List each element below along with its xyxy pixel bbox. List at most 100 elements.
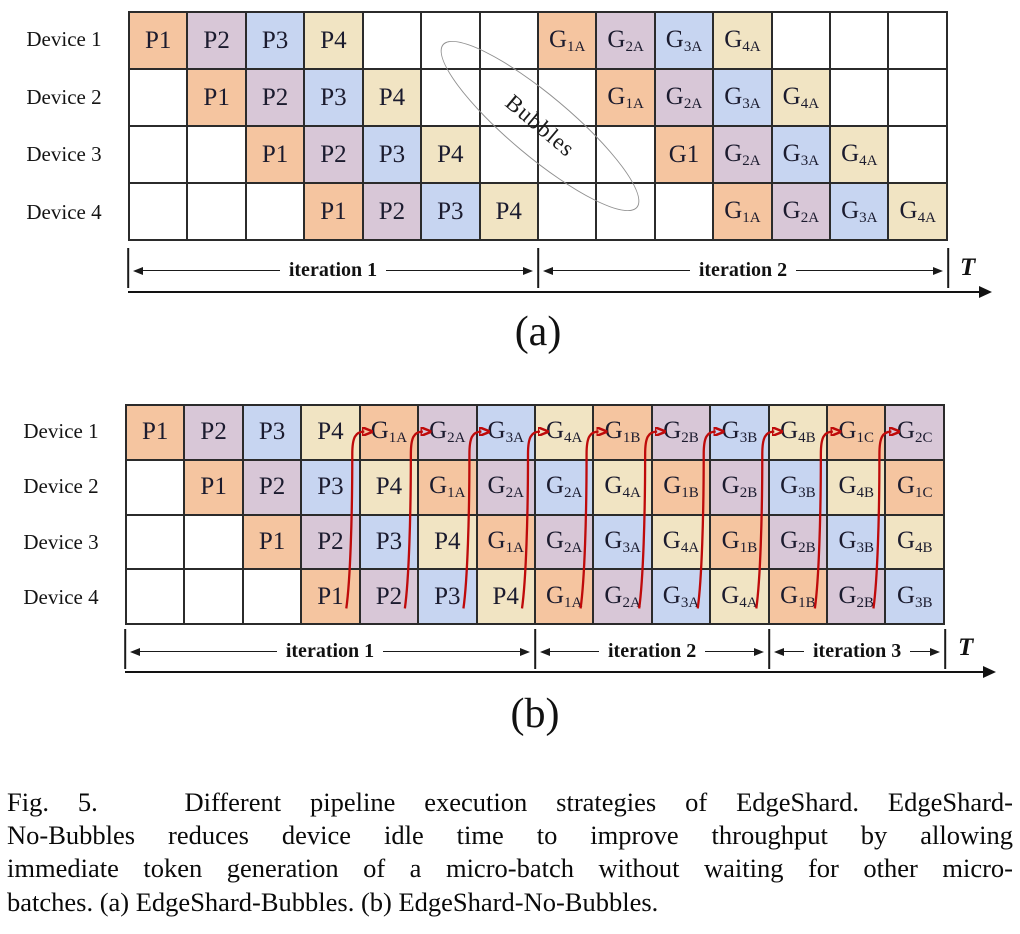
empty-cell bbox=[770, 11, 832, 70]
empty-cell bbox=[127, 125, 189, 184]
empty-cell bbox=[887, 68, 948, 127]
caption-line: immediate token generation of a micro-ba… bbox=[7, 853, 1013, 884]
task-cell: P1 bbox=[300, 568, 361, 625]
task-cell: G2A bbox=[475, 458, 536, 516]
iteration-label: iteration 2 bbox=[698, 259, 788, 281]
task-cell: G1B bbox=[592, 404, 653, 461]
span-line bbox=[140, 650, 277, 653]
task-cell: P4 bbox=[303, 11, 364, 70]
schedule-table: P1 P2 P3 P4 G1A G2A G3A G4A G1B G2B G3B G4B G1C G2C P1… bbox=[124, 404, 945, 625]
task-cell: G1B bbox=[709, 513, 770, 571]
time-axis-line bbox=[125, 671, 987, 674]
task-cell: P3 bbox=[358, 513, 420, 571]
caption-line: Fig. 5. Different pipeline execution str… bbox=[7, 787, 1013, 817]
device-label: Device 3 bbox=[23, 529, 99, 554]
task-cell: P2 bbox=[244, 68, 306, 127]
arrowhead-left-icon bbox=[774, 647, 785, 656]
empty-cell bbox=[124, 513, 186, 571]
task-cell: P3 bbox=[300, 458, 361, 516]
task-cell: P1 bbox=[241, 513, 303, 571]
task-cell: G2B bbox=[709, 458, 770, 516]
task-cell: P3 bbox=[417, 568, 478, 625]
arrowhead-left-icon bbox=[133, 266, 143, 275]
empty-cell bbox=[127, 182, 189, 241]
iteration-span: iteration 2 bbox=[538, 259, 948, 282]
task-cell: G1A bbox=[417, 458, 478, 516]
task-cell: G3B bbox=[826, 513, 887, 571]
pipeline-grid-b: P1 P2 P3 P4 G1A G2A G3A G4A G1B G2B G3B G4B G1C G2C P1… bbox=[124, 404, 945, 625]
task-cell: G1B bbox=[650, 458, 712, 516]
iteration-boundary-tick bbox=[944, 629, 946, 669]
device-label: Device 1 bbox=[23, 419, 99, 444]
span-line bbox=[550, 650, 599, 653]
task-cell: G2A bbox=[592, 568, 653, 625]
task-cell: G3A bbox=[829, 182, 890, 241]
task-cell: P2 bbox=[361, 182, 423, 241]
task-cell: G3B bbox=[709, 404, 770, 461]
task-cell: G4A bbox=[709, 568, 770, 625]
arrowhead-right-icon bbox=[930, 647, 940, 656]
device-label: Device 2 bbox=[26, 84, 102, 109]
task-cell: G4A bbox=[770, 68, 832, 127]
task-cell: G2C bbox=[884, 404, 945, 461]
empty-cell bbox=[887, 125, 948, 184]
task-cell: G4A bbox=[650, 513, 712, 571]
task-cell: P2 bbox=[183, 404, 244, 461]
arrowhead-right-icon bbox=[523, 266, 533, 275]
empty-cell bbox=[127, 68, 189, 127]
task-cell: P1 bbox=[186, 68, 247, 127]
schedule-table: P1 P2 P3 P4 G1A G2A G3A G4A P1 P2 P3 P4 G1A G2A G3A G4A… bbox=[127, 11, 948, 241]
task-cell: P4 bbox=[478, 182, 539, 241]
task-cell: P3 bbox=[361, 125, 423, 184]
task-cell: P3 bbox=[420, 182, 481, 241]
task-cell: P1 bbox=[124, 404, 186, 461]
iteration-span: iteration 1 bbox=[125, 640, 535, 663]
task-cell: P4 bbox=[417, 513, 478, 571]
task-cell: G3A bbox=[592, 513, 653, 571]
task-cell: G4A bbox=[887, 182, 948, 241]
device-labels-a: Device 1 Device 2 Device 3 Device 4 bbox=[8, 11, 120, 241]
iteration-span: iteration 3 bbox=[769, 640, 945, 663]
span-line bbox=[796, 269, 933, 272]
task-cell: G2B bbox=[650, 404, 712, 461]
iteration-label: iteration 1 bbox=[288, 259, 378, 281]
task-cell: G2A bbox=[417, 404, 478, 461]
span-line bbox=[705, 650, 755, 653]
empty-cell bbox=[186, 182, 247, 241]
empty-cell bbox=[124, 568, 186, 625]
task-cell: P4 bbox=[475, 568, 536, 625]
pipeline-grid-a: P1 P2 P3 P4 G1A G2A G3A G4A P1 P2 P3 P4 G1A G2A G3A G4A… bbox=[127, 11, 948, 241]
task-cell: G1A bbox=[475, 513, 536, 571]
iteration-boundary-tick bbox=[537, 248, 539, 288]
task-cell: P4 bbox=[300, 404, 361, 461]
task-cell: G2A bbox=[770, 182, 832, 241]
task-cell: G4B bbox=[884, 513, 945, 571]
task-cell: G1A bbox=[536, 11, 598, 70]
task-cell: G4A bbox=[712, 11, 773, 70]
panel-label-a: (a) bbox=[514, 309, 562, 355]
empty-cell bbox=[420, 11, 481, 70]
task-cell: P2 bbox=[303, 125, 364, 184]
device-label: Device 4 bbox=[23, 584, 99, 609]
task-cell: G2A bbox=[533, 458, 595, 516]
empty-cell bbox=[420, 68, 481, 127]
empty-cell bbox=[478, 68, 539, 127]
empty-cell bbox=[478, 125, 539, 184]
task-cell: P2 bbox=[358, 568, 420, 625]
empty-cell bbox=[829, 68, 890, 127]
arrowhead-right-icon bbox=[933, 266, 943, 275]
empty-cell bbox=[186, 125, 247, 184]
span-line bbox=[553, 269, 690, 272]
span-line bbox=[910, 650, 930, 653]
task-cell: P3 bbox=[244, 11, 306, 70]
empty-cell bbox=[124, 458, 186, 516]
iteration-boundary-tick bbox=[947, 248, 949, 288]
empty-cell bbox=[887, 11, 948, 70]
task-cell: G3A bbox=[653, 11, 715, 70]
task-cell: G1A bbox=[533, 568, 595, 625]
device-label: Device 1 bbox=[26, 27, 102, 52]
arrowhead-left-icon bbox=[543, 266, 553, 275]
task-cell: G1A bbox=[595, 68, 656, 127]
task-cell: G3B bbox=[767, 458, 829, 516]
